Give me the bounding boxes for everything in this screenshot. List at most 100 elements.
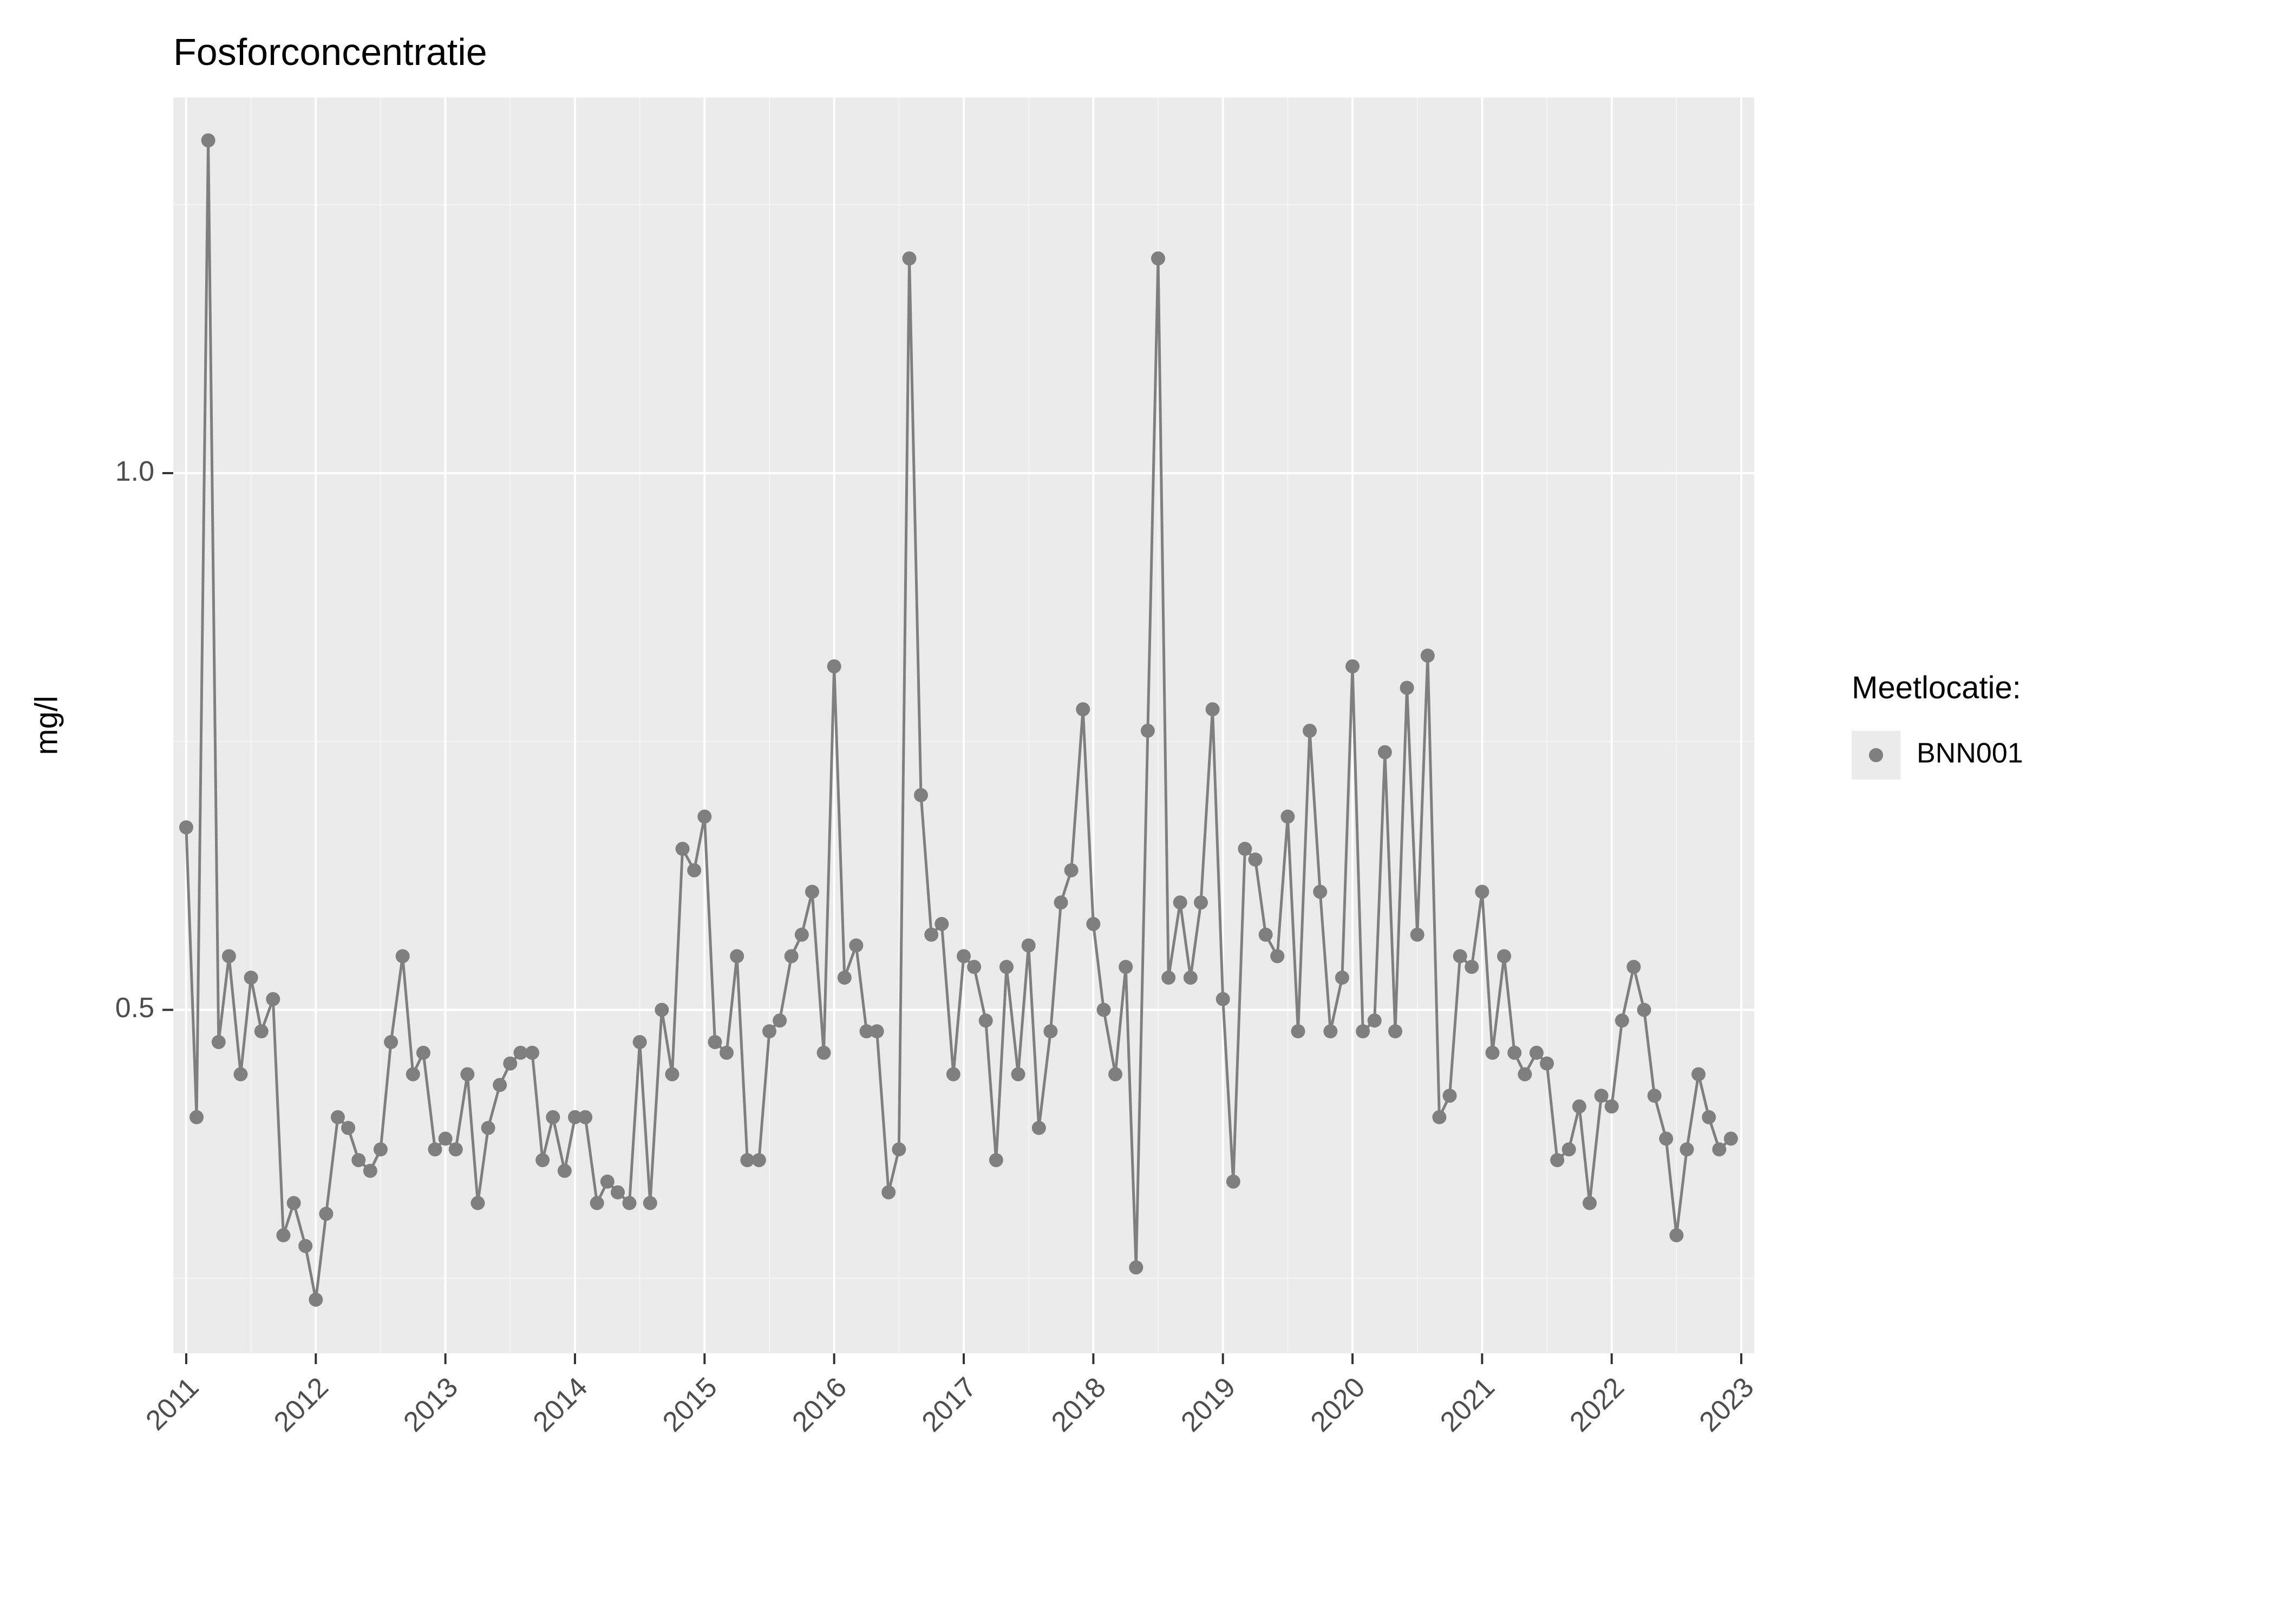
data-point (374, 1142, 388, 1156)
data-point (979, 1013, 993, 1027)
data-point (1465, 960, 1479, 974)
data-point (1129, 1260, 1143, 1274)
y-axis-label: mg/l (29, 696, 64, 755)
data-point (1064, 863, 1079, 878)
data-point (1043, 1024, 1057, 1038)
data-point (1400, 681, 1414, 695)
data-point (406, 1067, 420, 1081)
data-point (1184, 971, 1198, 985)
data-point (1303, 724, 1317, 738)
data-point (1550, 1153, 1564, 1167)
data-point (1194, 895, 1208, 909)
data-point (785, 949, 799, 963)
data-point (1291, 1024, 1305, 1038)
data-point (1518, 1067, 1532, 1081)
data-point (1032, 1121, 1046, 1135)
data-point (503, 1057, 517, 1071)
data-point (1453, 949, 1467, 963)
data-point (1323, 1024, 1337, 1038)
data-point (546, 1110, 560, 1124)
chart-container: 0.51.02011201220132014201520162017201820… (0, 0, 2274, 1624)
data-point (1345, 659, 1360, 673)
data-point (1615, 1013, 1629, 1027)
data-point (870, 1024, 884, 1038)
data-point (276, 1228, 290, 1242)
data-point (1313, 885, 1327, 899)
data-point (633, 1035, 647, 1049)
data-point (535, 1153, 550, 1167)
data-point (460, 1067, 474, 1081)
data-point (439, 1131, 453, 1145)
data-point (1356, 1024, 1370, 1038)
data-point (1022, 938, 1036, 952)
data-point (611, 1186, 625, 1200)
data-point (967, 960, 981, 974)
data-point (1011, 1067, 1025, 1081)
data-point (449, 1142, 463, 1156)
data-point (428, 1142, 442, 1156)
data-point (558, 1164, 572, 1178)
data-point (1583, 1196, 1597, 1210)
data-point (720, 1046, 734, 1060)
data-point (493, 1078, 507, 1092)
data-point (1280, 810, 1295, 824)
data-point (1108, 1067, 1122, 1081)
data-point (1530, 1046, 1544, 1060)
data-point (1054, 895, 1068, 909)
data-point (643, 1196, 657, 1210)
data-point (805, 885, 819, 899)
data-point (525, 1046, 539, 1060)
y-tick-label: 1.0 (115, 456, 154, 487)
chart-svg: 0.51.02011201220132014201520162017201820… (0, 0, 2274, 1624)
data-point (762, 1024, 776, 1038)
data-point (1410, 928, 1424, 942)
data-point (622, 1196, 636, 1210)
data-point (190, 1110, 204, 1124)
data-point (266, 992, 280, 1006)
data-point (416, 1046, 430, 1060)
data-point (1076, 702, 1090, 716)
data-point (384, 1035, 398, 1049)
data-point (1680, 1142, 1694, 1156)
data-point (773, 1013, 787, 1027)
data-point (1691, 1067, 1706, 1081)
data-point (1724, 1131, 1738, 1145)
data-point (1249, 853, 1263, 867)
data-point (1161, 971, 1175, 985)
data-point (1626, 960, 1641, 974)
data-point (957, 949, 971, 963)
data-point (1173, 895, 1187, 909)
data-point (578, 1110, 592, 1124)
data-point (1368, 1013, 1382, 1027)
data-point (1270, 949, 1284, 963)
data-point (687, 863, 701, 878)
data-point (1119, 960, 1133, 974)
data-point (697, 810, 711, 824)
data-point (924, 928, 938, 942)
y-tick-label: 0.5 (115, 992, 154, 1024)
data-point (471, 1196, 485, 1210)
data-point (1595, 1089, 1609, 1103)
data-point (1540, 1057, 1554, 1071)
data-point (1669, 1228, 1683, 1242)
data-point (902, 251, 916, 265)
data-point (665, 1067, 679, 1081)
data-point (1378, 745, 1392, 759)
data-point (849, 938, 863, 952)
data-point (309, 1293, 323, 1307)
data-point (1497, 949, 1511, 963)
data-point (396, 949, 410, 963)
data-point (179, 820, 193, 834)
data-point (795, 928, 809, 942)
data-point (935, 917, 949, 931)
legend-label: BNN001 (1917, 738, 2023, 769)
data-point (1259, 928, 1273, 942)
data-point (1659, 1131, 1673, 1145)
data-point (999, 960, 1014, 974)
data-point (600, 1175, 615, 1189)
data-point (590, 1196, 604, 1210)
data-point (341, 1121, 355, 1135)
data-point (817, 1046, 831, 1060)
data-point (676, 842, 690, 856)
data-point (827, 659, 841, 673)
